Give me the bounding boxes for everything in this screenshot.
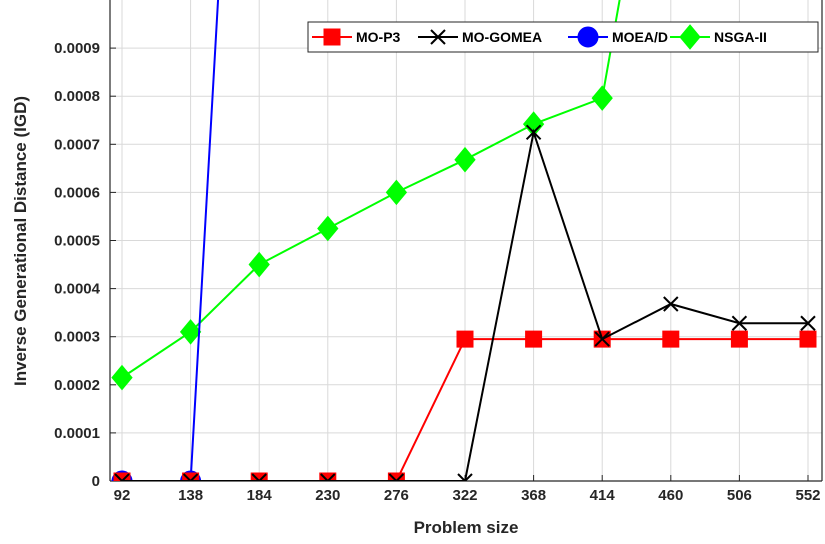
series-mo-gomea <box>114 124 816 481</box>
data-point-mo-p3 <box>525 330 543 348</box>
x-tick-label: 460 <box>658 487 683 504</box>
data-point-mo-p3 <box>319 472 337 481</box>
data-point-nsga-ii <box>179 319 202 345</box>
legend-label-mo-gomea: MO-GOMEA <box>462 29 542 45</box>
data-point-mo-gomea <box>731 315 748 331</box>
data-point-mo-p3 <box>799 330 817 348</box>
data-point-mo-p3 <box>250 472 268 481</box>
x-marker-stroke <box>463 473 473 481</box>
data-point-nsga-ii <box>317 215 339 242</box>
legend-marker-nsga-ii <box>679 24 701 50</box>
data-point-mo-p3 <box>182 472 200 481</box>
x-tick-label: 552 <box>795 487 820 504</box>
data-point-mo-p3 <box>113 472 131 481</box>
x-marker-stroke <box>320 473 330 481</box>
series-group <box>111 0 817 481</box>
data-point-nsga-ii <box>385 179 408 206</box>
x-tick-label: 230 <box>315 487 340 504</box>
y-tick-labels: 0 0.0001 0.0002 0.0003 0.0004 0.0005 0.0006 0.0… <box>54 40 101 490</box>
x-tick-label: 276 <box>384 487 409 504</box>
y-tick-label: 0.0004 <box>54 281 101 298</box>
legend-label-nsga-ii: NSGA-II <box>714 29 767 45</box>
data-point-mo-gomea <box>251 473 267 481</box>
legend-marker-moea-d <box>577 26 599 48</box>
y-tick-label: 0.0007 <box>54 136 100 153</box>
y-tick-label: 0 <box>92 473 100 490</box>
y-tick-label: 0.0003 <box>54 329 100 346</box>
data-point-mo-gomea <box>114 473 130 481</box>
legend-box <box>307 21 819 53</box>
series-line-mo-gomea <box>122 128 808 481</box>
legend-entry-mo-gomea: MO-GOMEA <box>418 29 542 45</box>
x-marker-stroke <box>457 473 467 481</box>
data-point-mo-gomea <box>800 315 816 331</box>
y-tick-label: 0.0006 <box>54 184 100 201</box>
data-point-nsga-ii <box>454 146 476 173</box>
y-tick-label: 0.0008 <box>54 88 100 105</box>
x-axis-label: Problem size <box>414 518 519 537</box>
x-tick-labels: 92 138 184 230 276 322 368 414 460 506 552 <box>114 487 821 504</box>
legend-entry-moea-d: MOEA/D <box>568 26 668 48</box>
x-marker-stroke <box>731 315 748 331</box>
data-point-mo-p3 <box>456 330 474 348</box>
data-point-mo-p3 <box>387 472 405 481</box>
legend: MO-P3 MO-GOMEA MOEA/D NSGA-II <box>307 21 819 53</box>
y-axis-label: Inverse Generational Distance (IGD) <box>11 96 30 386</box>
x-tick-label: 322 <box>452 487 477 504</box>
x-tick-label: 92 <box>114 487 131 504</box>
data-point-mo-gomea <box>663 296 679 312</box>
data-point-mo-p3 <box>662 330 680 348</box>
series-mo-p3 <box>113 330 817 481</box>
x-marker-stroke <box>394 473 405 481</box>
legend-marker-mo-p3 <box>323 28 341 46</box>
data-point-mo-gomea <box>525 124 542 140</box>
legend-label-mo-p3: MO-P3 <box>356 29 401 45</box>
data-point-nsga-ii <box>248 251 270 278</box>
x-marker-stroke <box>182 473 193 481</box>
x-tick-label: 368 <box>521 487 546 504</box>
data-point-mo-gomea <box>320 473 336 481</box>
data-point-mo-gomea <box>388 473 405 481</box>
legend-marker-mo-gomea <box>430 29 446 45</box>
x-marker-stroke <box>663 296 679 312</box>
y-tick-label: 0.0002 <box>54 377 100 394</box>
x-marker-stroke <box>525 124 542 140</box>
legend-entry-mo-p3: MO-P3 <box>312 28 401 46</box>
series-nsga-ii <box>111 0 621 391</box>
x-marker-stroke <box>251 473 261 481</box>
grid <box>110 0 822 481</box>
data-point-mo-gomea <box>594 331 610 347</box>
x-tick-label: 138 <box>178 487 203 504</box>
legend-label-moea-d: MOEA/D <box>612 29 668 45</box>
y-tick-label: 0.0001 <box>54 425 100 442</box>
data-point-nsga-ii <box>111 364 133 391</box>
data-point-mo-p3 <box>730 330 748 348</box>
legend-entry-nsga-ii: NSGA-II <box>670 24 767 50</box>
x-marker-stroke <box>326 473 336 481</box>
y-tick-label: 0.0005 <box>54 233 100 250</box>
x-marker-stroke <box>189 473 199 481</box>
x-marker-stroke <box>430 29 446 45</box>
x-tick-label: 506 <box>727 487 752 504</box>
x-marker-stroke <box>800 315 816 331</box>
data-point-mo-gomea <box>457 473 473 481</box>
x-marker-stroke <box>120 473 130 481</box>
x-marker-stroke <box>594 331 610 347</box>
x-tick-label: 184 <box>247 487 273 504</box>
x-marker-stroke <box>114 473 124 481</box>
x-marker-stroke <box>257 473 267 481</box>
data-point-nsga-ii <box>591 85 613 111</box>
x-tick-label: 414 <box>590 487 616 504</box>
y-tick-label: 0.0009 <box>54 40 100 57</box>
x-marker-stroke <box>388 473 398 481</box>
data-point-mo-gomea <box>182 473 199 481</box>
